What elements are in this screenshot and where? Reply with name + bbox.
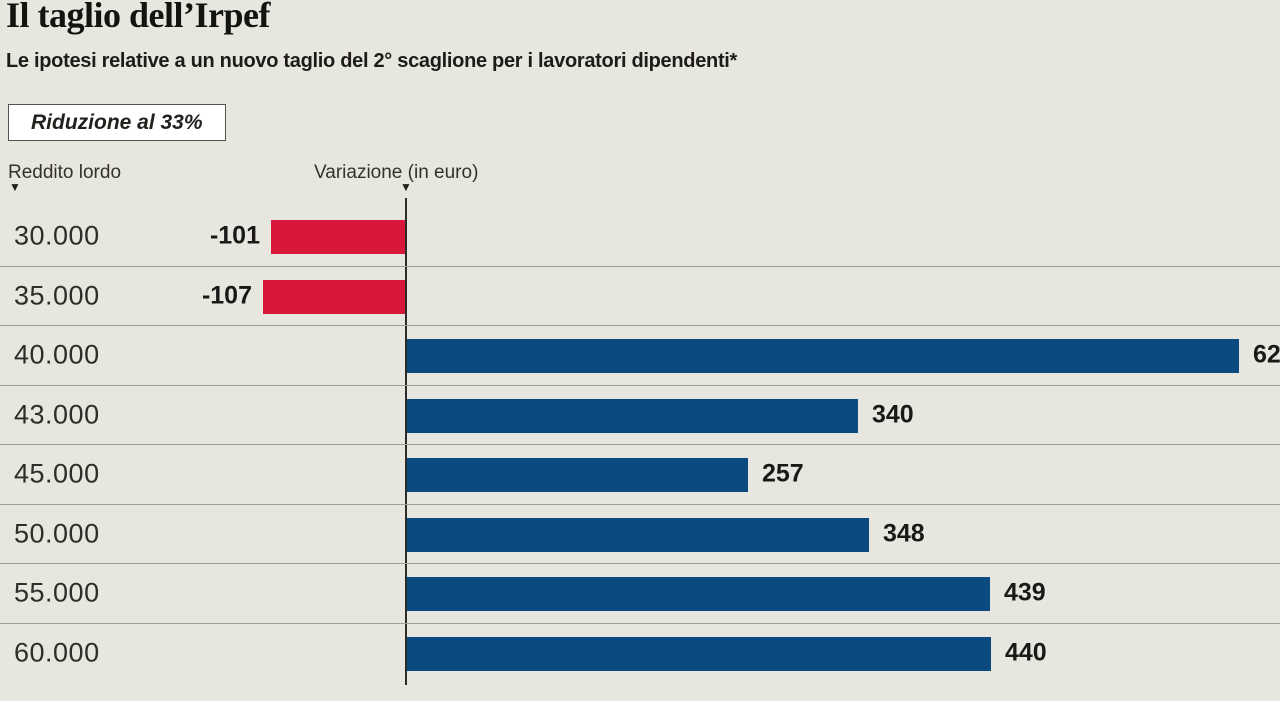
income-label: 60.000 [14,637,100,668]
bar-positive [407,577,990,611]
income-label: 35.000 [14,280,100,311]
value-label: 348 [883,519,925,548]
chart-row: 43.000 340 [0,386,1280,445]
income-label: 50.000 [14,518,100,549]
chart-row: 30.000 -101 [0,207,1280,267]
bar-positive [407,398,858,433]
bar-positive [407,339,1239,373]
value-label: 440 [1005,638,1047,667]
income-label: 45.000 [14,458,100,489]
bar-positive [407,517,869,552]
bar-positive [407,636,991,671]
value-label: 340 [872,400,914,429]
down-arrow-icon: ▼ [400,180,412,194]
income-label: 40.000 [14,339,100,370]
chart-row: 35.000 -107 [0,267,1280,326]
value-label: -107 [201,281,252,310]
chart-row: 45.000 257 [0,445,1280,505]
value-label: 257 [762,459,804,488]
income-label: 43.000 [14,399,100,430]
column-header-variation: Variazione (in euro) [314,162,479,183]
down-arrow-icon: ▼ [9,180,21,194]
value-label: 627 [1253,340,1280,369]
bar-positive [407,458,748,492]
page-title: Il taglio dell’Irpef [6,0,270,35]
chart-row: 50.000 348 [0,505,1280,564]
bar-negative [271,220,405,254]
chart-row: 60.000 440 [0,624,1280,684]
column-header-income: Reddito lordo [8,162,122,183]
income-label: 55.000 [14,577,100,608]
chart-subtitle: Le ipotesi relative a un nuovo taglio de… [6,50,738,72]
scenario-badge-label: Riduzione al 33% [31,111,203,134]
axis-zero-line [405,198,407,685]
value-label: 439 [1004,578,1046,607]
chart-row: 55.000 439 [0,564,1280,624]
value-label: -101 [209,221,260,250]
bar-negative [263,279,405,314]
chart-rows: 30.000 -101 35.000 -107 40.000 627 43.000 340 45… [0,207,1280,683]
income-label: 30.000 [14,220,100,251]
scenario-badge: Riduzione al 33% [8,104,226,141]
chart-row: 40.000 627 [0,326,1280,386]
